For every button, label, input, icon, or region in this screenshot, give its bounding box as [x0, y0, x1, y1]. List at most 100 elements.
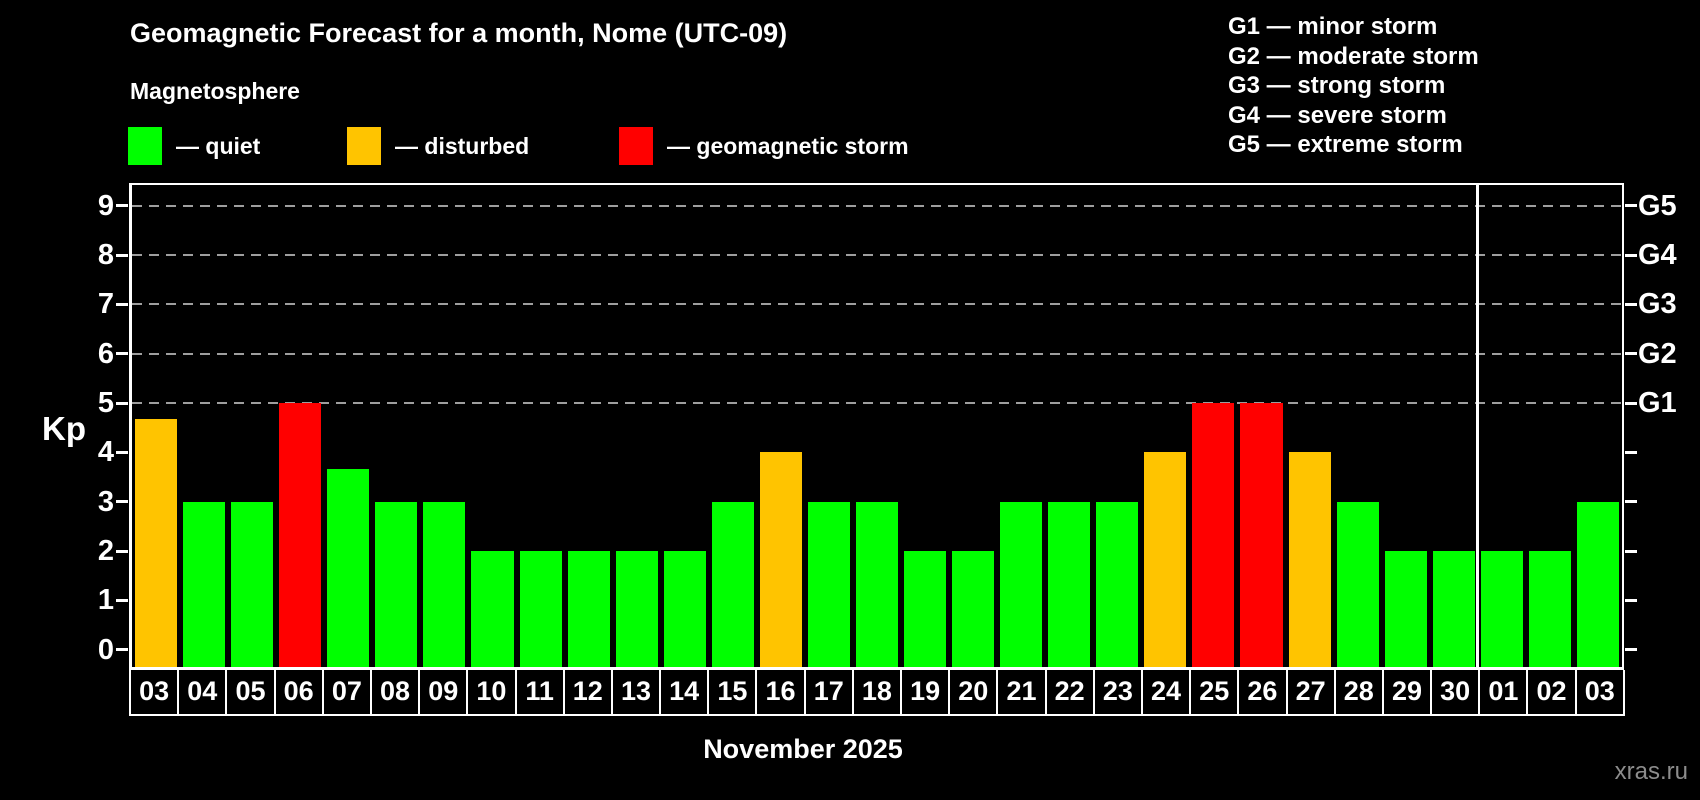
date-cell-17: 17 [803, 670, 852, 714]
y-tick-label-2: 2 [97, 535, 114, 568]
x-axis-dates: 03 04 05 06 07 08 09 10 11 12 13 14 15 16 17 18 19 20 21 22… [129, 670, 1625, 716]
y-tick-right-0 [1625, 648, 1637, 652]
bar-01 [1480, 551, 1523, 667]
bar-20 [952, 551, 995, 667]
bar-21 [1000, 501, 1043, 667]
y-tick-label-1: 1 [97, 584, 114, 617]
y-tick-right-9 [1625, 204, 1637, 208]
bar-07 [327, 468, 370, 667]
month-separator-line [1476, 185, 1480, 667]
bar-04 [183, 501, 226, 667]
y-tick-right-4 [1625, 450, 1637, 454]
right-axis-label-G2: G2 [1638, 337, 1677, 370]
y-tick-left-1 [116, 598, 128, 602]
legend-item-quiet: — quiet [128, 127, 260, 165]
date-cell-28: 28 [1333, 670, 1382, 714]
date-cell-02: 02 [1526, 670, 1574, 714]
g-legend-line: G2 — moderate storm [1228, 42, 1479, 70]
g-legend-line: G3 — strong storm [1228, 72, 1446, 99]
date-cell-07: 07 [321, 670, 370, 714]
bar-10 [471, 551, 514, 667]
date-cell-09: 09 [418, 670, 466, 714]
y-tick-left-0 [116, 648, 128, 652]
right-axis-label-G4: G4 [1638, 239, 1677, 272]
y-tick-right-1 [1625, 598, 1637, 602]
plot-area: 0 1 2 3 4 5 6 7 8 9 G1 G2 G3 G4 G5 [98, 183, 1677, 670]
bar-03 [135, 419, 178, 667]
bar-29 [1384, 551, 1427, 667]
bar-09 [423, 501, 466, 667]
bar-17 [807, 501, 850, 667]
bar-12 [567, 551, 610, 667]
page-title: Geomagnetic Forecast for a month, Nome (… [130, 18, 788, 48]
bar-15 [711, 501, 754, 667]
legend-item-label: — disturbed [395, 132, 530, 159]
y-tick-label-9: 9 [97, 189, 114, 222]
right-axis-label-G5: G5 [1638, 189, 1677, 222]
y-tick-right-7 [1625, 302, 1637, 306]
y-tick-right-5 [1625, 401, 1637, 405]
legend-item-label: — quiet [176, 132, 261, 159]
y-tick-left-2 [116, 549, 128, 553]
gridline-kp8 [132, 254, 1622, 257]
gridline-kp6 [132, 352, 1622, 355]
y-tick-left-6 [116, 352, 128, 356]
gridline-kp7 [132, 303, 1622, 306]
bar-06 [279, 403, 322, 667]
y-tick-left-8 [116, 253, 128, 257]
date-cell-04: 04 [177, 670, 225, 714]
bar-18 [855, 501, 899, 667]
date-cell-13: 13 [610, 670, 659, 714]
bar-30 [1432, 551, 1475, 667]
y-tick-left-3 [116, 500, 128, 504]
bar-08 [375, 501, 418, 667]
bar-13 [615, 551, 658, 667]
bar-05 [231, 501, 274, 667]
bar-14 [663, 551, 706, 667]
bar-27 [1288, 452, 1331, 667]
date-cell-08: 08 [369, 670, 418, 714]
date-cell-27: 27 [1285, 670, 1334, 714]
storm-swatch-icon [619, 127, 653, 165]
date-cell-12: 12 [562, 670, 611, 714]
chart-subtitle: Magnetosphere [130, 78, 300, 104]
y-tick-right-6 [1625, 352, 1637, 356]
date-cell-05: 05 [225, 670, 273, 714]
date-cell-30: 30 [1430, 670, 1478, 714]
bar-24 [1144, 452, 1187, 667]
g-legend-line: G5 — extreme storm [1228, 131, 1463, 158]
g-legend-line: G1 — minor storm [1228, 13, 1438, 40]
date-cell-23: 23 [1092, 670, 1141, 714]
y-tick-left-4 [116, 450, 128, 454]
legend-item-label: — geomagnetic storm [667, 132, 909, 159]
date-cell-29: 29 [1381, 670, 1430, 714]
y-tick-label-0: 0 [97, 633, 114, 666]
x-axis-title: November 2025 [703, 734, 903, 764]
date-cell-11: 11 [514, 670, 563, 714]
date-cell-22: 22 [1044, 670, 1093, 714]
y-tick-label-6: 6 [97, 337, 114, 370]
y-axis-title: Kp [42, 410, 86, 447]
date-cell-20: 20 [948, 670, 996, 714]
bar-22 [1048, 501, 1091, 667]
y-tick-label-4: 4 [97, 436, 114, 469]
y-tick-label-5: 5 [97, 387, 114, 420]
date-cell-19: 19 [900, 670, 948, 714]
right-axis-label-G1: G1 [1638, 387, 1677, 420]
date-cell-26: 26 [1237, 670, 1285, 714]
legend-item-storm: — geomagnetic storm [619, 127, 909, 165]
y-tick-label-3: 3 [97, 485, 114, 518]
date-cell-06: 06 [273, 670, 322, 714]
date-cell-14: 14 [659, 670, 707, 714]
bar-16 [759, 452, 802, 667]
right-axis-label-G3: G3 [1638, 288, 1677, 321]
bar-26 [1240, 403, 1283, 667]
date-cell-15: 15 [707, 670, 755, 714]
date-cell-01: 01 [1478, 670, 1526, 714]
date-cell-21: 21 [996, 670, 1044, 714]
g-scale-legend: G1 — minor storm G2 — moderate storm G3 … [1228, 12, 1479, 160]
bar-28 [1336, 501, 1379, 667]
date-cell-16: 16 [755, 670, 803, 714]
y-tick-label-7: 7 [97, 288, 114, 321]
y-tick-left-5 [116, 401, 128, 405]
